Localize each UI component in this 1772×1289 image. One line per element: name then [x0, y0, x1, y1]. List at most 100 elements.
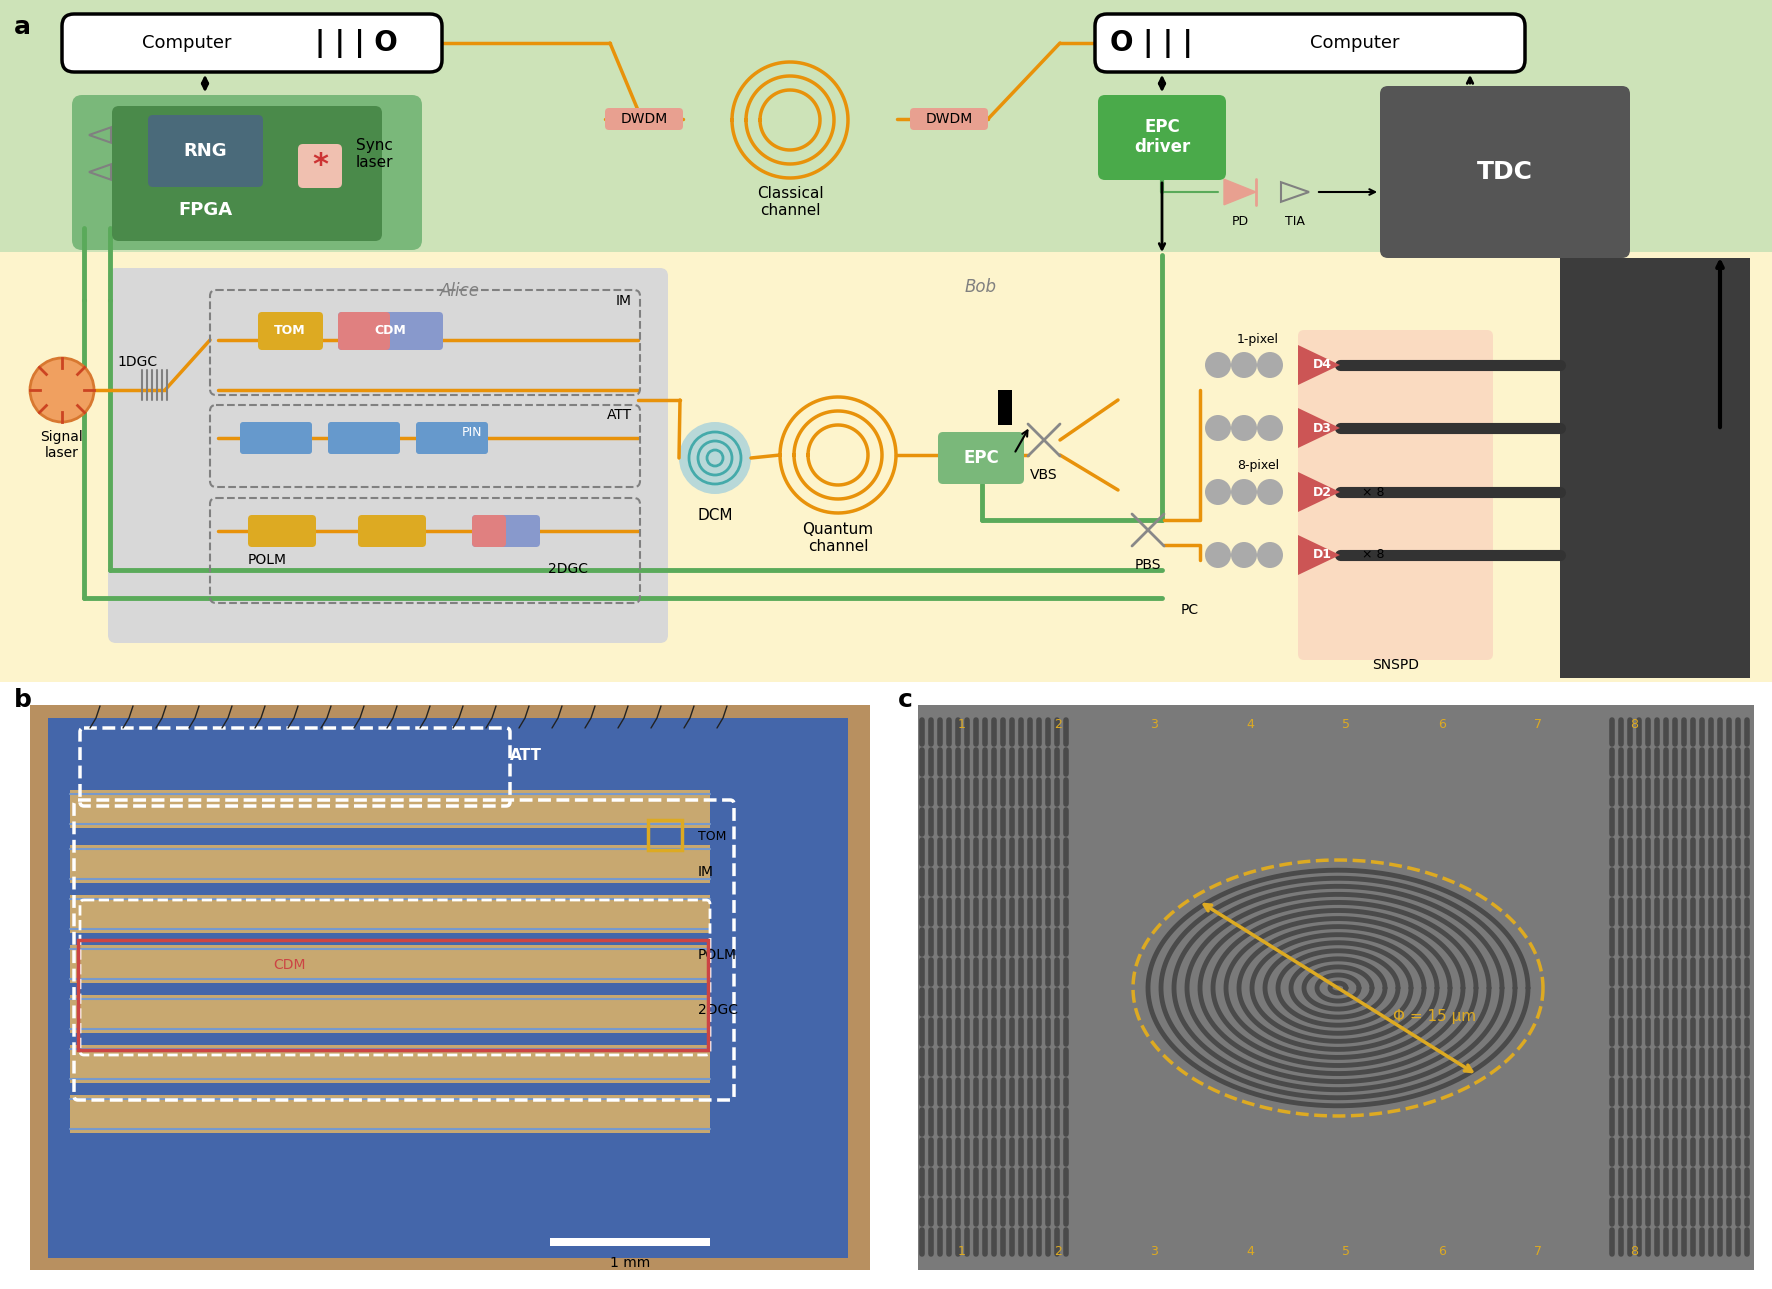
Text: 5: 5: [1341, 1245, 1350, 1258]
Text: | | | O: | | | O: [315, 28, 397, 58]
Circle shape: [1256, 415, 1283, 441]
FancyBboxPatch shape: [416, 422, 487, 454]
Bar: [78, 940, 709, 1051]
Circle shape: [1232, 415, 1256, 441]
Text: 1-pixel: 1-pixel: [1237, 333, 1279, 345]
Text: SNSPD: SNSPD: [1373, 657, 1419, 672]
Text: PD: PD: [1232, 215, 1249, 228]
Text: 2DGC: 2DGC: [698, 1003, 737, 1017]
Text: *: *: [312, 152, 328, 180]
Text: 2DGC: 2DGC: [548, 562, 588, 576]
Bar: [0, 682, 1772, 1289]
Text: Φ = 15 μm: Φ = 15 μm: [1393, 1008, 1476, 1023]
Bar: [71, 995, 711, 1032]
Text: ATT: ATT: [510, 749, 542, 763]
FancyBboxPatch shape: [1099, 95, 1226, 180]
Circle shape: [1205, 352, 1232, 378]
Text: c: c: [898, 688, 913, 712]
Polygon shape: [1299, 472, 1340, 512]
Circle shape: [679, 422, 751, 494]
Circle shape: [1256, 480, 1283, 505]
FancyBboxPatch shape: [248, 516, 315, 547]
Text: CDM: CDM: [374, 325, 406, 338]
Text: TDC: TDC: [1478, 160, 1533, 184]
FancyBboxPatch shape: [73, 95, 422, 250]
FancyBboxPatch shape: [259, 312, 323, 351]
Text: DWDM: DWDM: [620, 112, 668, 126]
Circle shape: [30, 358, 94, 422]
Text: D1: D1: [1313, 549, 1331, 562]
Text: PC: PC: [1180, 603, 1200, 617]
Text: 5: 5: [1341, 718, 1350, 731]
FancyBboxPatch shape: [338, 312, 390, 351]
FancyBboxPatch shape: [338, 312, 443, 351]
Bar: [0, 253, 1772, 682]
Text: 2: 2: [1054, 1245, 1061, 1258]
Text: ATT: ATT: [606, 409, 633, 422]
Text: 2: 2: [1054, 718, 1061, 731]
Text: 4: 4: [1246, 718, 1255, 731]
FancyBboxPatch shape: [112, 106, 383, 241]
Text: Bob: Bob: [966, 278, 998, 296]
Polygon shape: [1224, 179, 1256, 205]
Text: × 8: × 8: [1363, 486, 1384, 499]
Text: D3: D3: [1313, 422, 1331, 434]
Text: Computer: Computer: [142, 34, 232, 52]
Text: a: a: [14, 15, 30, 39]
Text: CDM: CDM: [273, 958, 307, 972]
Text: TOM: TOM: [275, 325, 307, 338]
Text: Signal
laser: Signal laser: [41, 431, 83, 460]
Text: DCM: DCM: [696, 508, 734, 523]
FancyBboxPatch shape: [62, 14, 441, 72]
Text: 1: 1: [959, 718, 966, 731]
Text: RNG: RNG: [183, 142, 227, 160]
Bar: [549, 1237, 711, 1246]
Text: 7: 7: [1535, 1245, 1542, 1258]
FancyBboxPatch shape: [471, 516, 540, 547]
Text: 1 mm: 1 mm: [610, 1255, 650, 1270]
Text: POLM: POLM: [248, 553, 287, 567]
FancyBboxPatch shape: [108, 268, 668, 643]
Text: Sync
laser: Sync laser: [356, 138, 393, 170]
FancyBboxPatch shape: [239, 422, 312, 454]
FancyBboxPatch shape: [1299, 330, 1494, 660]
FancyBboxPatch shape: [471, 516, 507, 547]
Text: 6: 6: [1439, 1245, 1446, 1258]
Bar: [71, 945, 711, 984]
Bar: [918, 705, 1754, 1270]
Circle shape: [1205, 541, 1232, 568]
Bar: [71, 1094, 711, 1133]
Circle shape: [1232, 541, 1256, 568]
Text: 1DGC: 1DGC: [119, 354, 158, 369]
Text: D2: D2: [1313, 486, 1331, 499]
Bar: [998, 391, 1012, 425]
Circle shape: [1205, 415, 1232, 441]
Text: Classical
channel: Classical channel: [757, 186, 824, 218]
Polygon shape: [1299, 345, 1340, 385]
FancyBboxPatch shape: [1095, 14, 1526, 72]
Bar: [649, 820, 682, 849]
Text: 3: 3: [1150, 1245, 1157, 1258]
Text: PIN: PIN: [462, 425, 482, 438]
Text: 8: 8: [1630, 1245, 1637, 1258]
Text: 1: 1: [959, 1245, 966, 1258]
FancyBboxPatch shape: [911, 108, 989, 130]
FancyBboxPatch shape: [1380, 86, 1630, 258]
Circle shape: [1256, 352, 1283, 378]
Circle shape: [1232, 480, 1256, 505]
Text: POLM: POLM: [698, 947, 737, 962]
Text: 6: 6: [1439, 718, 1446, 731]
Bar: [0, 0, 1772, 253]
Text: b: b: [14, 688, 32, 712]
Text: 7: 7: [1535, 718, 1542, 731]
Text: Alice: Alice: [439, 282, 480, 300]
Bar: [1559, 258, 1751, 678]
Bar: [30, 705, 870, 1270]
Text: D4: D4: [1313, 358, 1331, 371]
Text: FPGA: FPGA: [177, 201, 232, 219]
Bar: [71, 790, 711, 828]
Text: 8: 8: [1630, 718, 1637, 731]
FancyBboxPatch shape: [328, 422, 400, 454]
Bar: [48, 718, 849, 1258]
Circle shape: [1205, 480, 1232, 505]
